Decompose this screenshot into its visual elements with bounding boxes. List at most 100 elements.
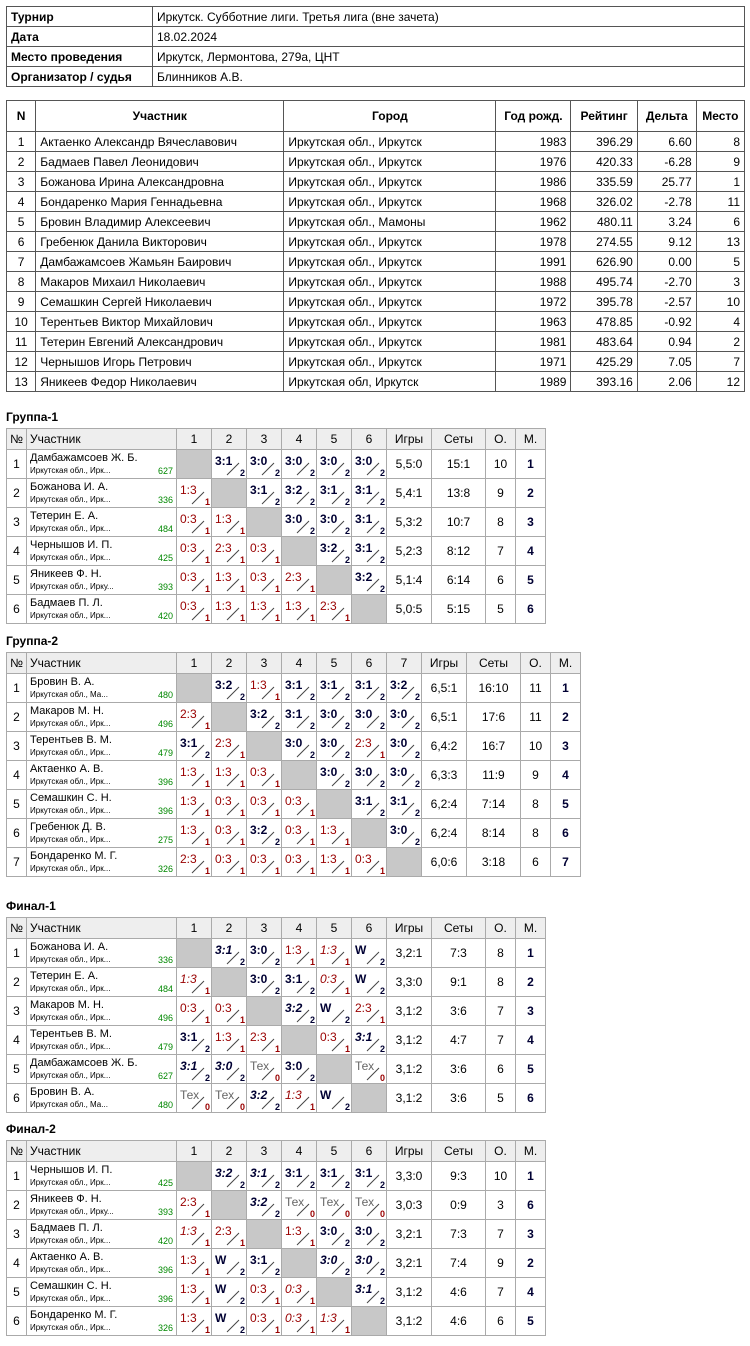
match-cell: 3:1 2 xyxy=(351,789,387,819)
match-box: 3:0 2 xyxy=(318,1250,351,1277)
row-number: 4 xyxy=(6,1025,27,1055)
match-points: 1 xyxy=(239,1238,245,1248)
match-points: 2 xyxy=(344,555,350,565)
participant-cell: 1983 xyxy=(495,131,572,152)
player-name: Бровин В. А. xyxy=(30,676,95,688)
diagonal-cell xyxy=(351,1083,387,1113)
participant-cell: Иркутская обл., Иркутск xyxy=(283,291,497,312)
col-opponent: 2 xyxy=(211,428,247,450)
match-cell: 3:0 2 xyxy=(316,731,352,761)
match-points: 1 xyxy=(204,721,210,731)
slash-icon xyxy=(331,831,345,845)
group-row: 2 Божанова И. А. Иркутская обл., Ирк... 336… xyxy=(6,478,546,508)
slash-icon xyxy=(191,1096,205,1110)
group-row: 2 Тетерин Е. А. Иркутская обл., Ирк... 484 1… xyxy=(6,967,546,997)
participant-row: 7 Дамбажамсоев Жамьян Баирович Иркутская о… xyxy=(5,251,746,272)
player-rating: 480 xyxy=(157,690,173,700)
slash-icon xyxy=(401,831,415,845)
match-cell: 3:1 2 xyxy=(246,1161,282,1191)
info-row: Турнир Иркутск. Субботние лиги. Третья ли… xyxy=(6,6,745,27)
player-name: Бондаренко М. Г. xyxy=(30,850,118,862)
match-box: 0:3 1 xyxy=(248,567,281,594)
match-box: 3:1 2 xyxy=(318,1163,351,1190)
participants-header-row: N Участник Город Год рожд. Рейтинг Дельта Мест… xyxy=(5,100,746,132)
slash-icon xyxy=(191,1067,205,1081)
diagonal-cell xyxy=(351,1306,387,1336)
slash-icon xyxy=(191,1203,205,1217)
match-cell: 3:0 2 xyxy=(351,702,387,732)
match-box: 1:3 1 xyxy=(283,1085,316,1112)
player-city: Иркутская обл., Ирк... xyxy=(30,1323,111,1332)
player-cell: Чернышов И. П. Иркутская обл., Ирк... 425 xyxy=(26,536,177,566)
match-cell: 0:3 1 xyxy=(211,818,247,848)
slash-icon xyxy=(261,860,275,874)
match-score: 1:3 xyxy=(320,823,337,837)
slash-icon xyxy=(261,462,275,476)
match-score: 1:3 xyxy=(180,1282,197,1296)
match-cell: 0:3 1 xyxy=(316,967,352,997)
match-box: 1:3 1 xyxy=(318,940,351,967)
match-cell: 2:3 1 xyxy=(281,565,317,595)
match-score: 3:0 xyxy=(355,1224,373,1238)
group-row: 6 Бадмаев П. Л. Иркутская обл., Ирк... 420 0… xyxy=(6,594,546,624)
group-row: 3 Макаров М. Н. Иркутская обл., Ирк... 496 0… xyxy=(6,996,546,1026)
match-box: 3:1 2 xyxy=(283,1163,316,1190)
col-points: О. xyxy=(520,652,551,674)
match-points: 2 xyxy=(379,986,385,996)
games-cell: 3,3:0 xyxy=(386,1161,432,1191)
player-cell: Дамбажамсоев Ж. Б. Иркутская обл., Ирк...… xyxy=(26,1054,177,1084)
player-name: Бадмаев П. Л. xyxy=(30,597,103,609)
slash-icon xyxy=(191,1038,205,1052)
match-box: 3:0 2 xyxy=(283,451,316,478)
participant-cell: Терентьев Виктор Михайлович xyxy=(35,311,285,332)
match-box: 3:0 2 xyxy=(353,451,386,478)
match-cell: Тех 0 xyxy=(176,1083,212,1113)
slash-icon xyxy=(296,831,310,845)
match-score: 0:3 xyxy=(250,1311,267,1325)
match-score: 3:1 xyxy=(250,483,268,497)
match-box: 3:2 2 xyxy=(248,704,281,731)
slash-icon xyxy=(261,1261,275,1275)
col-opponent: 6 xyxy=(351,652,387,674)
match-points: 2 xyxy=(344,1015,350,1025)
diagonal-cell xyxy=(211,967,247,997)
player-city: Иркутская обл., Ирк... xyxy=(30,495,111,504)
slash-icon xyxy=(191,607,205,621)
match-cell: 1:3 1 xyxy=(281,594,317,624)
match-score: 3:0 xyxy=(250,943,268,957)
match-cell: 3:0 2 xyxy=(316,1248,352,1278)
match-score: Тех xyxy=(285,1195,305,1209)
match-points: 2 xyxy=(379,584,385,594)
player-city: Иркутская обл., Ирк... xyxy=(30,955,111,964)
slash-icon xyxy=(226,1232,240,1246)
match-score: 3:1 xyxy=(320,678,338,692)
player-cell: Терентьев В. М. Иркутская обл., Ирк... 479 xyxy=(26,1025,177,1055)
player-city: Иркутская обл., Ирк... xyxy=(30,466,111,475)
match-box: 3:0 2 xyxy=(248,451,281,478)
col-opponent: 6 xyxy=(351,917,387,939)
match-box: 1:3 1 xyxy=(318,820,351,847)
match-score: 1:3 xyxy=(320,852,337,866)
row-number: 4 xyxy=(6,760,27,790)
match-points: 2 xyxy=(414,779,420,789)
player-city: Иркутская обл., Ирк... xyxy=(30,984,111,993)
slash-icon xyxy=(366,1009,380,1023)
match-cell: 3:0 2 xyxy=(386,818,422,848)
slash-icon xyxy=(261,1203,275,1217)
slash-icon xyxy=(401,744,415,758)
col-no: № xyxy=(6,917,27,939)
group-grid: № Участник 1 2 3 4 5 6 Игры Сеты О. М. 1 Дамбажамсоев… xyxy=(6,428,546,624)
player-name: Тетерин Е. А. xyxy=(30,970,99,982)
col-points: О. xyxy=(485,1140,516,1162)
match-score: 1:3 xyxy=(215,765,232,779)
match-points: 2 xyxy=(274,1102,280,1112)
player-cell: Чернышов И. П. Иркутская обл., Ирк... 425 xyxy=(26,1161,177,1191)
match-score: Тех xyxy=(180,1088,200,1102)
games-cell: 3,1:2 xyxy=(386,1306,432,1336)
col-opponent: 1 xyxy=(176,917,212,939)
col-opponent: 3 xyxy=(246,917,282,939)
match-score: 1:3 xyxy=(215,599,232,613)
match-cell: 1:3 1 xyxy=(176,478,212,508)
games-cell: 3,1:2 xyxy=(386,1025,432,1055)
match-box: 2:3 1 xyxy=(213,1221,246,1248)
